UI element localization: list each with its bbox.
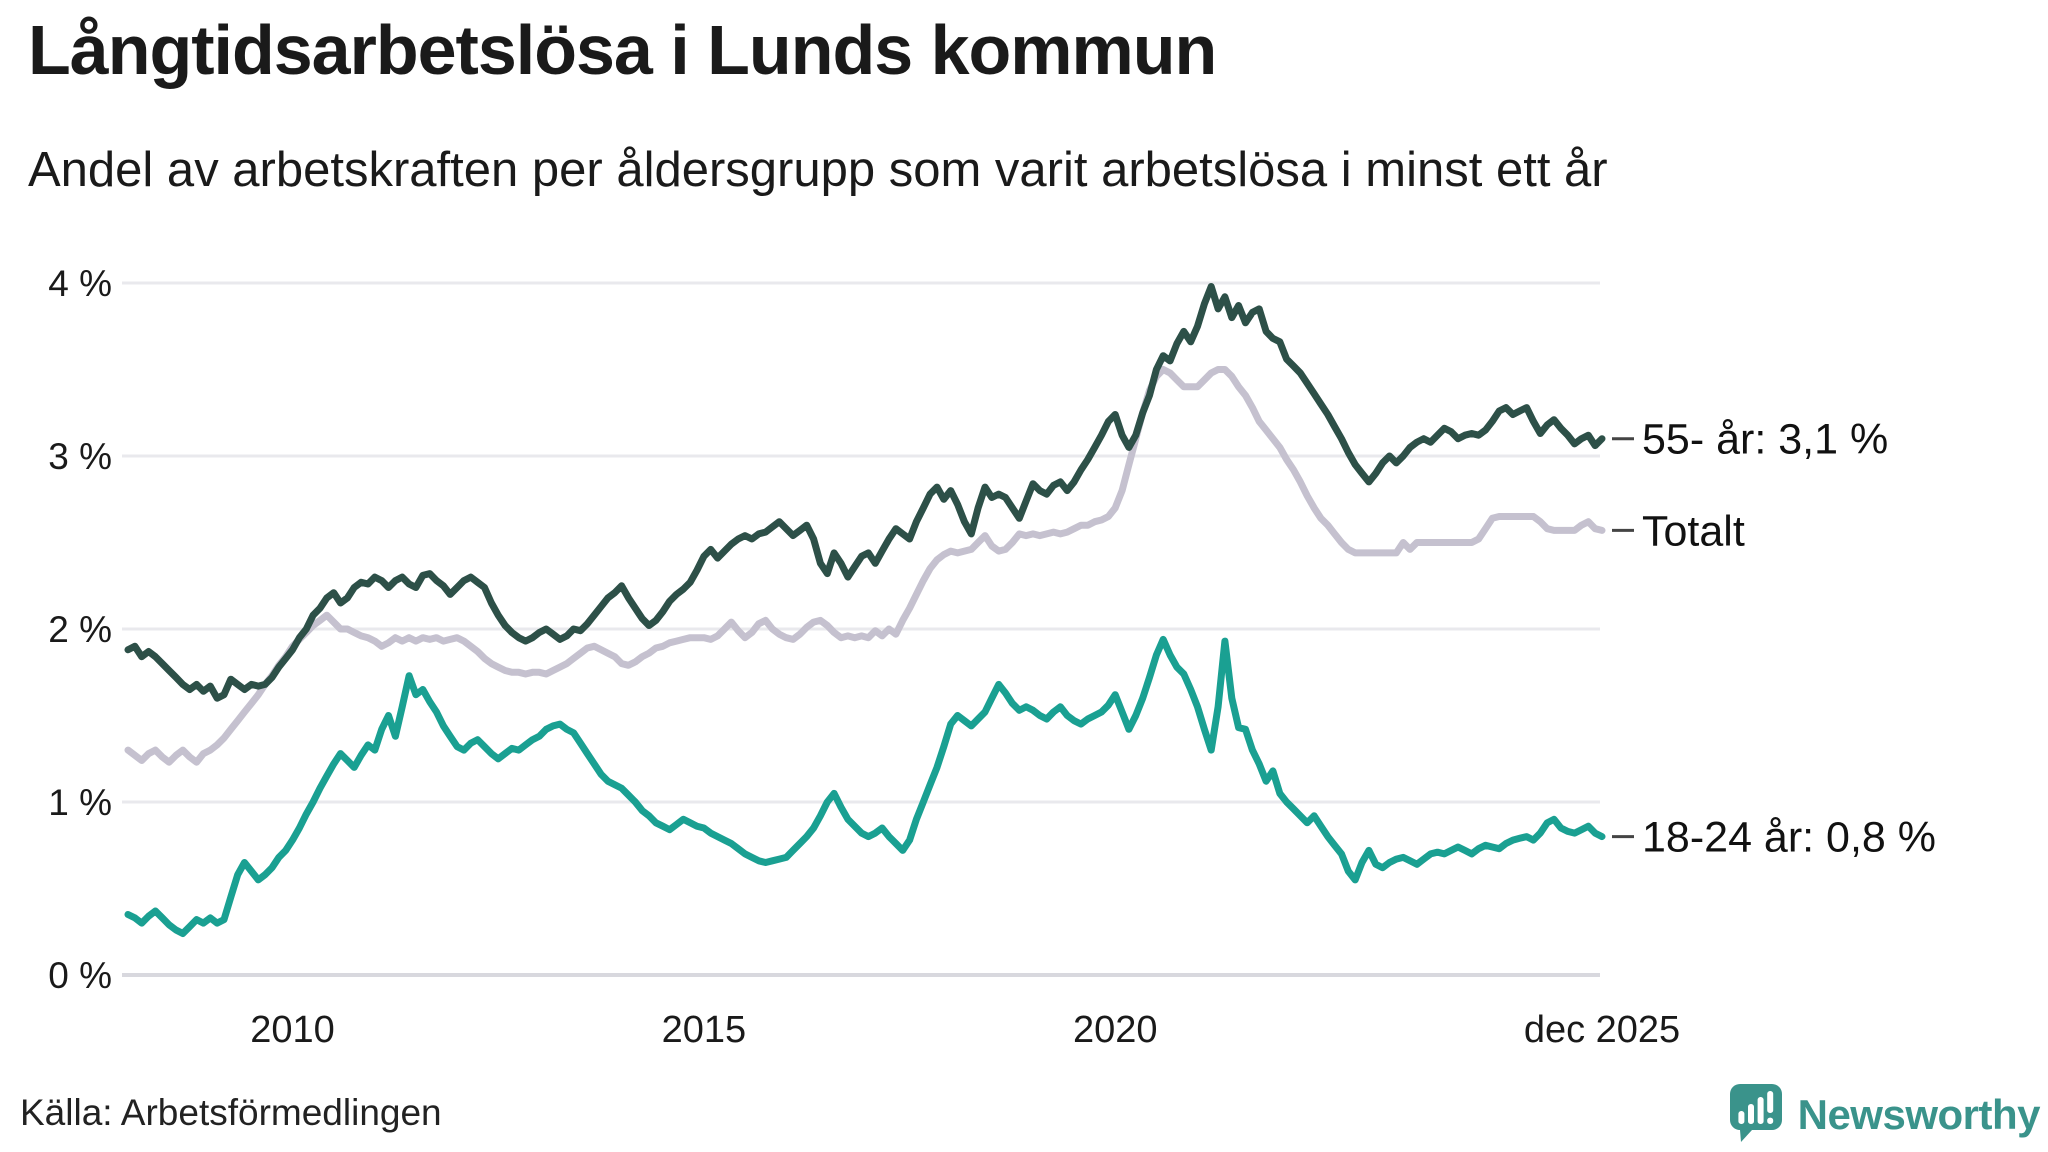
brand-name: Newsworthy bbox=[1797, 1090, 2041, 1138]
series-end-label-18-24-ar: 18-24 år: 0,8 % bbox=[1642, 814, 1936, 862]
y-tick-label: 0 % bbox=[48, 955, 112, 996]
source-label: Källa: Arbetsförmedlingen bbox=[20, 1092, 442, 1133]
x-tick-label: dec 2025 bbox=[1524, 1009, 1680, 1051]
series-end-label-55-ar: 55- år: 3,1 % bbox=[1642, 416, 1888, 464]
series-end-label-totalt: Totalt bbox=[1642, 507, 1745, 555]
series-line-totalt bbox=[124, 366, 1606, 766]
x-tick-label: 2015 bbox=[662, 1009, 747, 1051]
y-tick-label: 1 % bbox=[48, 782, 112, 823]
x-tick-label: 2020 bbox=[1073, 1009, 1158, 1051]
page-title: Långtidsarbetslösa i Lunds kommun bbox=[28, 11, 1217, 89]
y-tick-label: 3 % bbox=[48, 436, 112, 477]
x-tick-label: 2010 bbox=[250, 1009, 335, 1051]
bar-chart-speech-bubble-icon bbox=[1728, 1082, 1784, 1147]
newsworthy-logo: Newsworthy bbox=[1728, 1082, 2041, 1147]
series-line-55-ar bbox=[124, 283, 1606, 702]
y-tick-label: 4 % bbox=[48, 263, 112, 304]
page-subtitle: Andel av arbetskraften per åldersgrupp s… bbox=[28, 143, 1608, 197]
y-tick-label: 2 % bbox=[48, 609, 112, 650]
series-line-18-24-ar bbox=[124, 635, 1606, 937]
